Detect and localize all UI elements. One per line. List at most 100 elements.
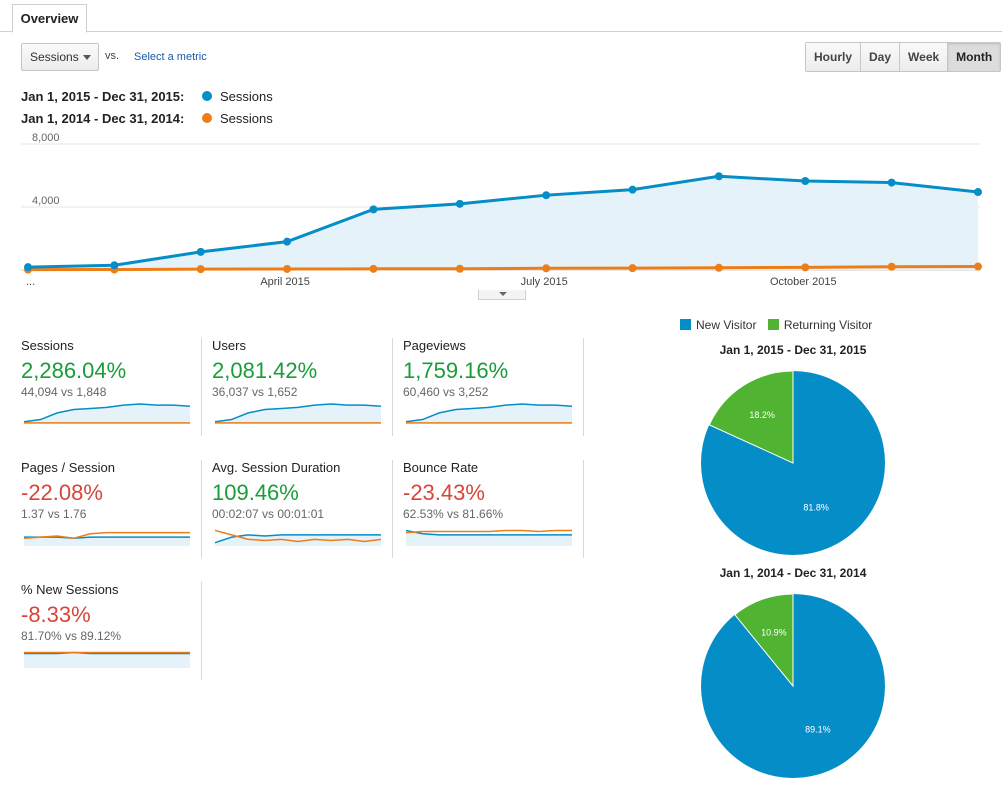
- legend-series-name: Sessions: [220, 111, 273, 126]
- sparkline-previous: [214, 529, 382, 543]
- pie-label-new: 81.8%: [803, 503, 829, 513]
- metric-compare: 81.70% vs 89.12%: [21, 629, 122, 643]
- chevron-down-icon: [83, 55, 91, 60]
- data-point-1: [628, 264, 637, 273]
- metric-change: 1,759.16%: [403, 358, 509, 383]
- data-point-1: [801, 263, 810, 272]
- legend-series-name: Sessions: [220, 89, 273, 104]
- sparkline: [23, 531, 190, 546]
- sparkline-area: [215, 534, 381, 546]
- tab-overview[interactable]: Overview: [12, 4, 87, 33]
- legend-swatch-icon: [680, 319, 691, 330]
- y-tick-label: 8,000: [32, 132, 60, 144]
- legend-dot-icon: [202, 113, 212, 123]
- legend-swatch-icon: [767, 319, 779, 330]
- data-point-0: [455, 199, 464, 208]
- metric-compare: 1.37 vs 1.76: [21, 507, 87, 521]
- select-metric-link[interactable]: Select a metric: [134, 51, 207, 63]
- sessions-line-chart[interactable]: 8,000 4,000... April 2015 July 2015 October …: [0, 130, 1002, 292]
- legend-item-new-visitor[interactable]: New Visitor: [680, 318, 756, 332]
- pie-legend: New Visitor Returning Visitor: [680, 318, 880, 332]
- day-button[interactable]: Day: [860, 43, 900, 71]
- sparkline-area: [215, 404, 381, 424]
- metric-change: -22.08%: [21, 480, 103, 505]
- legend-range: Jan 1, 2014 - Dec 31, 2014:: [21, 111, 185, 126]
- data-point-0: [628, 185, 637, 194]
- data-point-0: [714, 172, 723, 181]
- sparkline-previous: [405, 529, 572, 534]
- data-point-0: [196, 247, 205, 256]
- sparkline: [23, 403, 191, 424]
- metric-tile-pages-per-session[interactable]: Pages / Session -22.08% 1.37 vs 1.76: [21, 460, 202, 558]
- x-tick-label: ...: [26, 276, 35, 288]
- legend-dot-icon: [202, 91, 212, 101]
- pie-title: Jan 1, 2014 - Dec 31, 2014: [719, 566, 867, 580]
- sparkline-current: [405, 529, 572, 536]
- data-point-1: [714, 263, 723, 272]
- visitor-pie-chart-2015[interactable]: 18.2% 81.8%: [700, 371, 886, 557]
- chart-collapse-handle[interactable]: [478, 290, 526, 300]
- data-point-1: [542, 264, 551, 273]
- metric-change: 2,081.42%: [212, 358, 318, 383]
- sparkline: [405, 403, 573, 424]
- data-point-0: [974, 188, 982, 197]
- metric-label: % New Sessions: [21, 582, 119, 597]
- sparkline-current: [214, 534, 381, 544]
- data-point-0: [542, 191, 551, 200]
- metric-label: Bounce Rate: [403, 460, 479, 475]
- sparkline-current: [23, 403, 191, 423]
- sparkline-area: [406, 530, 572, 546]
- series-line-1: [27, 265, 979, 272]
- granularity-toggle: Hourly Day Week Month: [805, 42, 1002, 72]
- metric-label: Pages / Session: [21, 460, 115, 475]
- series-area-current: [28, 176, 978, 270]
- week-button[interactable]: Week: [899, 43, 948, 71]
- legend-item-returning-visitor[interactable]: Returning Visitor: [767, 318, 873, 332]
- sparkline-area: [24, 652, 190, 668]
- month-button[interactable]: Month: [947, 43, 1001, 71]
- data-point-0: [369, 205, 378, 214]
- x-tick-label: April 2015: [260, 276, 310, 288]
- data-point-1: [887, 262, 896, 271]
- y-tick-label: 4,000: [32, 195, 60, 207]
- legend-range: Jan 1, 2015 - Dec 31, 2015:: [21, 89, 185, 104]
- metric-change: 109.46%: [212, 480, 299, 505]
- data-point-1: [283, 264, 292, 273]
- hourly-button[interactable]: Hourly: [806, 43, 861, 71]
- sparkline-area: [24, 404, 190, 424]
- metric-select-value: Sessions: [30, 50, 79, 64]
- legend-label: Returning Visitor: [783, 318, 873, 332]
- metric-label: Avg. Session Duration: [212, 460, 341, 475]
- data-point-1: [369, 264, 378, 273]
- legend-label: New Visitor: [696, 318, 757, 332]
- tab-bar: Overview: [0, 0, 1002, 33]
- metric-select[interactable]: Sessions: [21, 43, 99, 71]
- metric-tile-sessions[interactable]: Sessions 2,286.04% 44,094 vs 1,848: [21, 338, 202, 436]
- metric-tile-pageviews[interactable]: Pageviews 1,759.16% 60,460 vs 3,252: [403, 338, 584, 436]
- metric-change: -23.43%: [403, 480, 485, 505]
- metric-compare: 60,460 vs 3,252: [403, 385, 489, 399]
- data-point-0: [110, 261, 119, 270]
- sparkline-previous: [23, 531, 190, 539]
- metric-compare: 00:02:07 vs 00:01:01: [212, 507, 325, 521]
- metric-tile-avg-session-duration[interactable]: Avg. Session Duration 109.46% 00:02:07 v…: [212, 460, 393, 558]
- metric-change: 2,286.04%: [21, 358, 127, 383]
- data-point-1: [974, 262, 982, 271]
- sparkline: [405, 529, 572, 546]
- sparkline-current: [405, 403, 573, 423]
- metric-compare: 62.53% vs 81.66%: [403, 507, 504, 521]
- metric-compare: 44,094 vs 1,848: [21, 385, 107, 399]
- metric-label: Pageviews: [403, 338, 466, 353]
- metric-compare: 36,037 vs 1,652: [212, 385, 298, 399]
- metric-tile-new-sessions[interactable]: % New Sessions -8.33% 81.70% vs 89.12%: [21, 582, 202, 680]
- vs-label: vs.: [105, 50, 120, 62]
- data-point-1: [455, 264, 464, 273]
- visitor-pie-chart-2014[interactable]: 10.9% 89.1%: [700, 594, 886, 780]
- metric-label: Users: [212, 338, 246, 353]
- x-tick-label: July 2015: [521, 276, 568, 288]
- metric-label: Sessions: [21, 338, 74, 353]
- x-tick-label: October 2015: [770, 276, 837, 288]
- sparkline: [214, 403, 382, 424]
- metric-tile-users[interactable]: Users 2,081.42% 36,037 vs 1,652: [212, 338, 393, 436]
- metric-tile-bounce-rate[interactable]: Bounce Rate -23.43% 62.53% vs 81.66%: [403, 460, 584, 558]
